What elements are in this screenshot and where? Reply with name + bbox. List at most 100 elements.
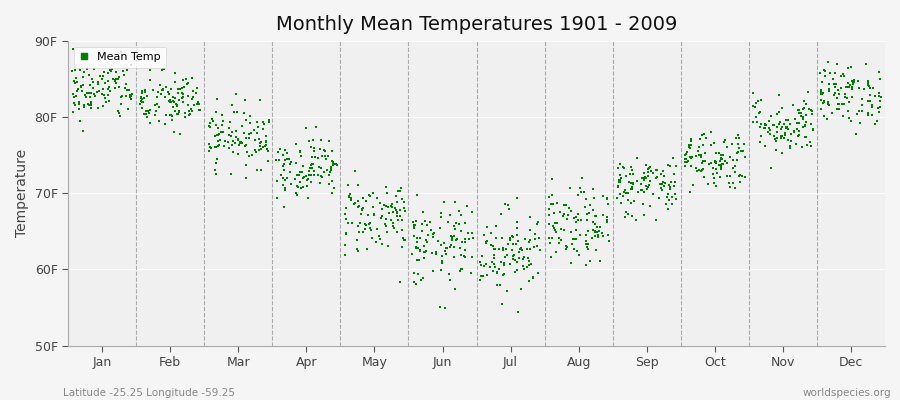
- Point: [708, 150, 723, 156]
- Point: [444, 242, 458, 248]
- Point: [67, 100, 81, 106]
- Point: [407, 279, 421, 285]
- Point: [641, 166, 655, 172]
- Point: [828, 84, 842, 90]
- Point: [840, 95, 854, 102]
- Point: [624, 186, 638, 192]
- Point: [544, 192, 559, 198]
- Point: [454, 212, 468, 218]
- Point: [379, 190, 393, 196]
- Point: [221, 132, 236, 138]
- Point: [210, 156, 224, 163]
- Point: [524, 261, 538, 268]
- Point: [154, 91, 168, 97]
- Point: [226, 138, 240, 144]
- Point: [315, 152, 329, 159]
- Point: [275, 182, 290, 188]
- Point: [752, 109, 767, 115]
- Point: [569, 236, 583, 242]
- Point: [214, 112, 229, 118]
- Point: [460, 203, 474, 209]
- Point: [792, 107, 806, 114]
- Point: [161, 97, 176, 104]
- Point: [561, 212, 575, 218]
- Point: [479, 261, 493, 268]
- Point: [842, 82, 857, 89]
- Point: [872, 90, 886, 96]
- Point: [270, 195, 284, 202]
- Point: [849, 131, 863, 137]
- Point: [706, 171, 720, 177]
- Point: [238, 134, 253, 141]
- Point: [296, 163, 310, 170]
- Point: [714, 162, 728, 168]
- Point: [544, 201, 558, 208]
- Point: [587, 195, 601, 202]
- Point: [191, 99, 205, 106]
- Point: [726, 180, 741, 186]
- Point: [458, 239, 473, 245]
- Point: [799, 112, 814, 118]
- Point: [138, 86, 152, 93]
- Point: [873, 104, 887, 110]
- Point: [259, 139, 274, 145]
- Point: [860, 98, 875, 104]
- Point: [629, 217, 643, 224]
- Point: [655, 179, 670, 185]
- Point: [790, 126, 805, 132]
- Point: [357, 225, 372, 232]
- Point: [454, 266, 469, 272]
- Point: [439, 245, 454, 251]
- Point: [245, 152, 259, 158]
- Point: [181, 102, 195, 108]
- Point: [391, 188, 405, 194]
- Point: [163, 112, 177, 118]
- Point: [586, 186, 600, 193]
- Point: [166, 94, 180, 100]
- Point: [175, 90, 189, 96]
- Point: [202, 141, 216, 148]
- Point: [422, 219, 436, 225]
- Point: [735, 172, 750, 179]
- Point: [418, 218, 433, 224]
- Point: [288, 175, 302, 182]
- Point: [554, 237, 569, 243]
- Point: [458, 246, 473, 253]
- Point: [775, 104, 789, 111]
- Point: [222, 119, 237, 125]
- Point: [438, 248, 453, 254]
- Point: [252, 147, 266, 153]
- Point: [76, 128, 90, 134]
- Point: [235, 139, 249, 146]
- Point: [545, 235, 560, 242]
- Point: [216, 129, 230, 135]
- Point: [496, 246, 510, 253]
- Point: [707, 180, 722, 186]
- Point: [669, 163, 683, 169]
- Point: [276, 167, 291, 174]
- Point: [364, 226, 378, 233]
- Point: [549, 249, 563, 256]
- Point: [140, 114, 155, 120]
- Point: [66, 91, 80, 98]
- Point: [112, 84, 126, 90]
- Point: [293, 148, 308, 154]
- Point: [796, 124, 811, 130]
- Point: [74, 84, 88, 90]
- Point: [375, 240, 390, 247]
- Point: [220, 139, 235, 146]
- Point: [159, 84, 174, 91]
- Point: [579, 196, 593, 202]
- Point: [595, 230, 609, 236]
- Point: [754, 97, 769, 104]
- Point: [85, 104, 99, 111]
- Point: [488, 246, 502, 252]
- Point: [158, 94, 173, 100]
- Point: [163, 97, 177, 104]
- Point: [638, 162, 652, 168]
- Point: [465, 234, 480, 241]
- Point: [68, 74, 83, 81]
- Point: [392, 279, 407, 286]
- Point: [445, 237, 459, 243]
- Point: [529, 221, 544, 228]
